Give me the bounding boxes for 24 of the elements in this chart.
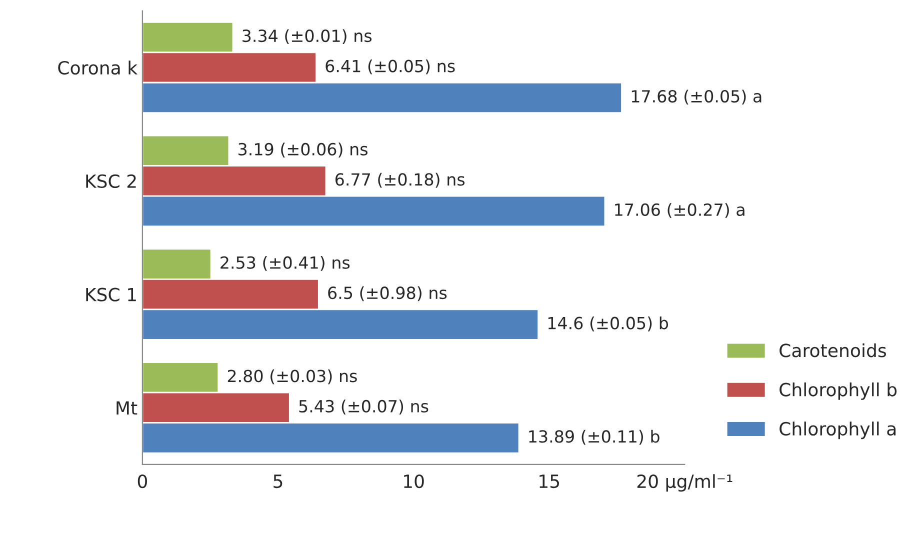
data-label: 17.06 (±0.27) a (615, 203, 744, 218)
data-label: 6.77 (±0.18) ns (335, 172, 465, 188)
data-label: 6.41 (±0.05) ns (326, 59, 455, 74)
x-tick-label: 15 (540, 474, 560, 488)
data-label: 6.5 (±0.98) ns (328, 286, 447, 302)
data-label: 3.34 (±0.01) ns (242, 29, 372, 44)
legend-label: Carotenoids (780, 343, 886, 358)
x-tick-label: 5 (274, 474, 282, 488)
legend-label: Chlorophyll b (780, 382, 897, 400)
data-label: 13.89 (±0.11) b (529, 430, 660, 445)
data-label: 17.68 (±0.05) a (632, 90, 762, 105)
y-tick-label: Corona k (58, 60, 138, 75)
y-tick-label: KSC 2 (86, 174, 136, 188)
data-label: 5.43 (±0.07) ns (299, 400, 428, 414)
x-tick-label: 20 μg/ml⁻¹ (637, 474, 732, 492)
y-tick-label: KSC 1 (86, 288, 136, 302)
y-tick-label: Mt (116, 401, 138, 415)
x-tick-label: 0 (138, 474, 147, 488)
legend-label: Chlorophyll a (780, 422, 896, 440)
data-label: 14.6 (±0.05) b (548, 316, 668, 332)
data-label: 2.53 (±0.41) ns (220, 256, 350, 271)
x-tick-label: 10 (404, 474, 424, 488)
data-label: 3.19 (±0.06) ns (238, 142, 368, 158)
data-label: 2.80 (±0.03) ns (228, 369, 357, 384)
